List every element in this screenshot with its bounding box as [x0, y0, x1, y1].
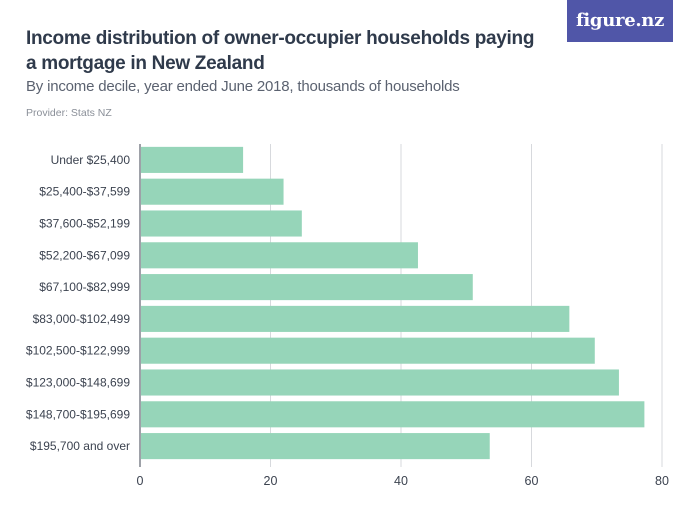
category-label: $67,100-$82,999: [39, 280, 130, 294]
bar[interactable]: [141, 369, 619, 396]
x-tick-label: 40: [394, 474, 408, 488]
bar[interactable]: [141, 242, 418, 269]
x-axis: 0 20 40 60 80: [137, 144, 669, 488]
bar[interactable]: [141, 178, 284, 205]
chart-title: Income distribution of owner-occupier ho…: [26, 28, 535, 74]
category-label: $123,000-$148,699: [26, 376, 130, 390]
category-label: $195,700 and over: [30, 439, 130, 453]
category-label: $37,600-$52,199: [39, 217, 130, 231]
category-label: Under $25,400: [51, 153, 131, 167]
bar[interactable]: [141, 305, 570, 332]
x-tick-label: 20: [264, 474, 278, 488]
x-tick-label: 80: [655, 474, 669, 488]
x-tick-label: 0: [137, 474, 144, 488]
x-tick-label: 60: [525, 474, 539, 488]
bar[interactable]: [141, 337, 595, 364]
category-label: $25,400-$37,599: [39, 185, 130, 199]
category-labels: Under $25,400 $25,400-$37,599 $37,600-$52,…: [26, 153, 130, 453]
category-label: $148,700-$195,699: [26, 407, 130, 421]
provider-text: Provider: Stats NZ: [26, 107, 112, 119]
bar[interactable]: [141, 274, 473, 301]
bar[interactable]: [141, 210, 302, 237]
figure-nz-logo[interactable]: figure.nz: [567, 0, 673, 42]
chart-subtitle: By income decile, year ended June 2018, …: [26, 78, 460, 95]
category-label: $102,500-$122,999: [26, 344, 130, 358]
bar[interactable]: [141, 401, 645, 428]
category-label: $52,200-$67,099: [39, 248, 130, 262]
bars: [141, 146, 645, 460]
bar[interactable]: [141, 433, 490, 460]
category-label: $83,000-$102,499: [33, 312, 131, 326]
bar[interactable]: [141, 146, 244, 173]
